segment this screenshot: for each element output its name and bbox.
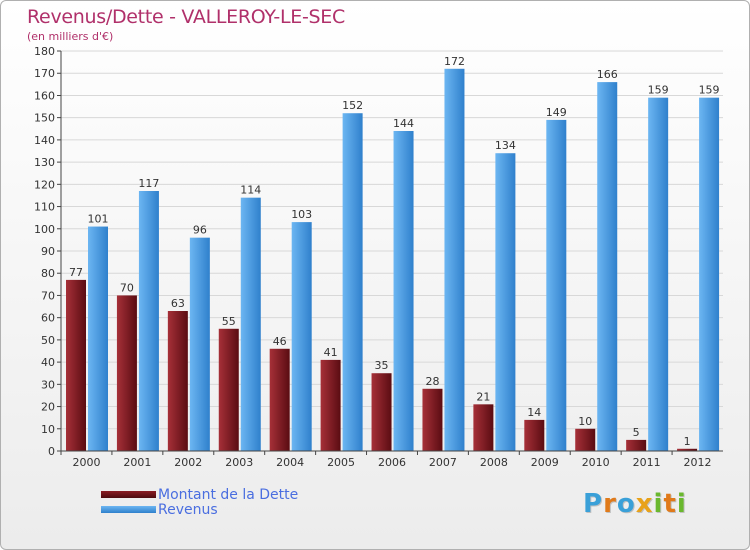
- y-tick-label: 50: [41, 334, 55, 347]
- bar-debt-2004: [269, 348, 290, 451]
- x-tick-label: 2007: [429, 456, 457, 469]
- chart-subtitle: (en milliers d'€): [27, 30, 114, 43]
- bar-debt-2011: [626, 439, 647, 451]
- data-label-revenue-2007: 172: [444, 55, 465, 68]
- data-label-revenue-2010: 166: [597, 68, 618, 81]
- y-tick-label: 170: [34, 67, 55, 80]
- data-label-debt-2012: 1: [684, 435, 691, 448]
- bar-revenue-2005: [342, 113, 363, 451]
- bar-debt-2012: [677, 448, 698, 451]
- bar-revenue-2001: [138, 191, 159, 451]
- data-label-revenue-2008: 134: [495, 139, 516, 152]
- data-label-debt-2002: 63: [171, 297, 185, 310]
- y-tick-label: 110: [34, 201, 55, 214]
- y-tick-label: 40: [41, 356, 55, 369]
- bar-debt-2010: [575, 428, 596, 451]
- x-tick-label: 2003: [225, 456, 253, 469]
- legend-swatch-debt: [101, 491, 156, 498]
- x-tick-label: 2005: [327, 456, 355, 469]
- legend-label-revenue: Revenus: [158, 501, 218, 518]
- y-tick-label: 100: [34, 223, 55, 236]
- data-label-revenue-2006: 144: [393, 117, 414, 130]
- x-tick-label: 2004: [276, 456, 304, 469]
- legend-label-debt: Montant de la Dette: [158, 486, 299, 503]
- legend-item-revenue: Revenus: [101, 501, 298, 518]
- data-label-revenue-2000: 101: [88, 213, 109, 226]
- y-tick-label: 90: [41, 245, 55, 258]
- legend-item-debt: Montant de la Dette: [101, 486, 299, 503]
- y-tick-label: 10: [41, 423, 55, 436]
- x-tick-label: 2010: [582, 456, 610, 469]
- data-label-revenue-2005: 152: [342, 99, 363, 112]
- bar-debt-2006: [371, 373, 392, 451]
- y-tick-label: 0: [48, 445, 55, 458]
- bar-debt-2008: [473, 404, 494, 451]
- bar-revenue-2006: [393, 131, 414, 451]
- y-tick-label: 120: [34, 178, 55, 191]
- bar-debt-2005: [320, 359, 341, 451]
- y-tick-label: 70: [41, 289, 55, 302]
- bar-debt-2002: [167, 311, 188, 451]
- data-label-revenue-2011: 159: [648, 84, 669, 97]
- bar-revenue-2009: [546, 119, 567, 451]
- bar-revenue-2010: [597, 82, 618, 451]
- data-label-debt-2009: 14: [527, 406, 541, 419]
- data-label-debt-2000: 77: [69, 266, 83, 279]
- data-label-debt-2011: 5: [633, 426, 640, 439]
- y-tick-label: 160: [34, 89, 55, 102]
- chart-title: Revenus/Dette - VALLEROY-LE-SEC: [27, 6, 345, 28]
- y-tick-label: 30: [41, 378, 55, 391]
- data-label-debt-2004: 46: [273, 335, 287, 348]
- y-tick-label: 80: [41, 267, 55, 280]
- y-tick-label: 150: [34, 112, 55, 125]
- bar-debt-2001: [116, 295, 137, 451]
- bar-revenue-2000: [88, 226, 108, 451]
- bar-revenue-2011: [648, 97, 669, 452]
- x-tick-label: 2012: [684, 456, 712, 469]
- data-label-revenue-2012: 159: [699, 84, 720, 97]
- bar-revenue-2004: [291, 222, 312, 451]
- data-label-debt-2007: 28: [425, 375, 439, 388]
- data-label-debt-2003: 55: [222, 315, 236, 328]
- data-label-debt-2001: 70: [120, 281, 134, 294]
- y-tick-label: 20: [41, 401, 55, 414]
- bar-revenue-2002: [189, 237, 210, 451]
- bar-debt-2009: [524, 419, 545, 451]
- data-label-debt-2006: 35: [375, 359, 389, 372]
- data-label-revenue-2004: 103: [291, 208, 312, 221]
- legend-swatch-revenue: [101, 506, 156, 513]
- x-tick-label: 2006: [378, 456, 406, 469]
- data-label-revenue-2003: 114: [240, 184, 261, 197]
- bar-revenue-2012: [699, 97, 720, 452]
- bar-revenue-2008: [495, 153, 516, 451]
- data-label-debt-2008: 21: [476, 390, 490, 403]
- y-tick-label: 180: [34, 45, 55, 58]
- legend: Montant de la Dette Revenus: [101, 486, 299, 518]
- data-label-revenue-2002: 96: [193, 224, 207, 237]
- x-tick-label: 2001: [123, 456, 151, 469]
- data-label-revenue-2001: 117: [138, 177, 159, 190]
- bar-debt-2007: [422, 388, 443, 451]
- x-tick-label: 2008: [480, 456, 508, 469]
- y-tick-label: 130: [34, 156, 55, 169]
- data-label-debt-2005: 41: [324, 346, 338, 359]
- data-label-revenue-2009: 149: [546, 106, 567, 119]
- bar-revenue-2007: [444, 68, 465, 452]
- x-tick-label: 2002: [174, 456, 202, 469]
- bar-debt-2003: [218, 328, 239, 451]
- x-tick-label: 2000: [72, 456, 100, 469]
- data-label-debt-2010: 10: [578, 415, 592, 428]
- y-tick-label: 140: [34, 134, 55, 147]
- bar-revenue-2003: [240, 197, 261, 451]
- x-tick-label: 2011: [633, 456, 661, 469]
- x-tick-label: 2009: [531, 456, 559, 469]
- y-tick-label: 60: [41, 312, 55, 325]
- proxiti-logo: Proxiti: [583, 489, 687, 519]
- bar-debt-2000: [66, 279, 86, 451]
